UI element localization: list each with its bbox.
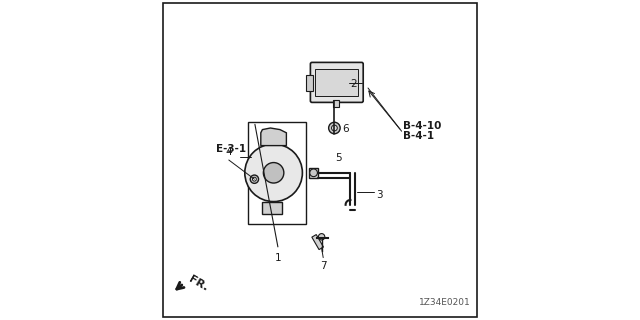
Text: FR.: FR. <box>187 274 210 293</box>
Circle shape <box>310 169 317 177</box>
Circle shape <box>319 234 325 240</box>
Bar <box>333 100 339 107</box>
Text: B-4-1: B-4-1 <box>403 131 435 141</box>
Text: 3: 3 <box>376 190 383 200</box>
Bar <box>315 69 358 96</box>
Text: 2: 2 <box>351 79 357 89</box>
Text: 1Z34E0201: 1Z34E0201 <box>419 298 470 307</box>
Text: 7: 7 <box>320 261 326 271</box>
Bar <box>312 235 323 250</box>
Circle shape <box>264 163 284 183</box>
Text: 5: 5 <box>335 153 342 164</box>
Bar <box>248 122 306 224</box>
Polygon shape <box>262 202 282 214</box>
Circle shape <box>245 144 303 202</box>
Circle shape <box>250 175 259 183</box>
Circle shape <box>252 177 256 181</box>
Text: B-4-10: B-4-10 <box>403 121 442 132</box>
Text: 6: 6 <box>342 124 348 134</box>
FancyBboxPatch shape <box>310 62 364 102</box>
Circle shape <box>329 122 340 134</box>
Circle shape <box>332 125 337 131</box>
Bar <box>309 168 319 178</box>
Polygon shape <box>261 128 287 146</box>
Text: 1: 1 <box>275 253 282 263</box>
Text: 4: 4 <box>225 147 232 157</box>
Text: E-3-1: E-3-1 <box>216 144 246 154</box>
Bar <box>307 75 312 91</box>
